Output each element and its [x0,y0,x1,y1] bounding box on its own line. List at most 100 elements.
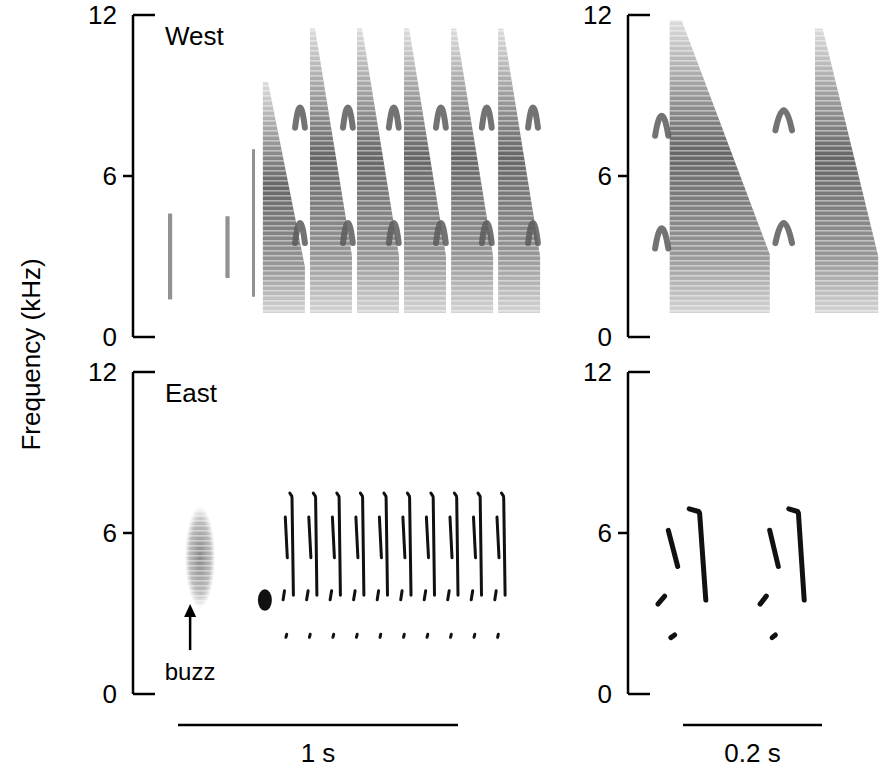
y-tick-label: 0 [103,679,117,709]
harmonic-note [389,108,399,244]
y-tick [123,532,133,535]
annotation-text: buzz [165,658,216,685]
sweep-texture [815,28,878,313]
sweep-texture [404,28,446,313]
figure: 0612WestFrequency (kHz)06120612Eastbuzz1… [0,0,891,771]
harmonic-note [436,108,446,244]
trill-stroke [307,591,309,600]
y-tick [133,336,155,339]
click-note [225,216,229,278]
y-tick-label: 6 [598,518,612,548]
y-tick-label: 12 [88,357,117,387]
sweep-note [815,28,878,313]
trill-unit [658,509,706,638]
trill-stroke [689,509,698,512]
trill-stroke [789,509,798,512]
sweep-texture [451,28,493,313]
trill-stroke [424,591,426,600]
trill-stroke [426,634,430,637]
harmonic-band [528,108,538,128]
harmonic-band [655,116,668,136]
trill-unit [354,493,364,637]
harmonic-note [528,108,538,244]
harmonic-band [775,110,792,130]
click-note [168,214,172,300]
trill-stroke [495,591,496,600]
trill-stroke [384,493,386,496]
trill-stroke [426,517,428,558]
trill-stroke [504,498,505,596]
scale-bar-label: 1 s [301,738,336,768]
harmonic-band [389,223,399,243]
trill-stroke [386,498,387,596]
harmonic-band [389,108,399,128]
harmonic-band [482,108,492,128]
trill-stroke [332,517,334,558]
y-tick [628,14,650,17]
trill-unit [401,493,411,637]
harmonic-band [528,223,538,243]
y-tick [123,175,133,178]
trill-unit [424,493,434,637]
y-tick [628,693,650,696]
trill-stroke [431,493,433,496]
trill-unit [307,493,317,637]
trill-stroke [502,493,504,496]
scale-bar [178,724,458,727]
harmonic-band [343,108,353,128]
trill-stroke [449,634,453,637]
y-tick [133,14,155,17]
y-axis-title: Frequency (kHz) [16,258,46,450]
y-tick-label: 6 [598,161,612,191]
harmonic-band [482,223,492,243]
harmonic-note [775,110,792,243]
harmonic-band [655,228,668,248]
y-tick [628,371,650,374]
harmonic-band [295,223,305,243]
trill-stroke [354,591,356,600]
trill-stroke [658,596,665,604]
trill-stroke [474,517,476,558]
trill-stroke [292,498,293,596]
panel-title: West [165,21,225,51]
background [0,0,891,771]
trill-stroke [772,635,775,638]
trill-stroke [316,498,317,596]
trill-stroke [471,591,473,600]
sweep-note [404,28,446,313]
harmonic-note [655,116,668,249]
trill-stroke [671,635,675,638]
trill-unit [495,493,505,637]
trill-stroke [283,591,284,600]
y-tick-label: 0 [103,322,117,352]
y-tick-label: 12 [88,0,117,30]
trill-unit [283,493,293,637]
annotation-arrow [189,614,192,650]
marks [185,493,505,637]
trill-stroke [480,498,481,596]
harmonic-band [295,108,305,128]
harmonic-note [295,108,305,244]
trill-stroke [407,493,409,496]
marks [655,20,878,313]
trill-stroke [473,634,477,637]
trill-stroke [363,498,364,596]
trill-unit [377,493,387,637]
trill-stroke [331,634,335,637]
harmonic-note [343,108,353,244]
y-tick [628,336,650,339]
trill-stroke [284,634,288,637]
y-tick [133,371,155,374]
y-tick-label: 0 [598,679,612,709]
trill-stroke [330,591,332,600]
trill-stroke [313,493,315,496]
trill-stroke [403,517,405,558]
trill-stroke [309,517,311,558]
trill-stroke [402,634,406,637]
sweep-texture [498,28,540,313]
trill-unit [471,493,481,637]
trill-unit [760,509,804,638]
trill-stroke [308,634,312,637]
y-tick [618,175,628,178]
trill-unit [330,493,340,637]
